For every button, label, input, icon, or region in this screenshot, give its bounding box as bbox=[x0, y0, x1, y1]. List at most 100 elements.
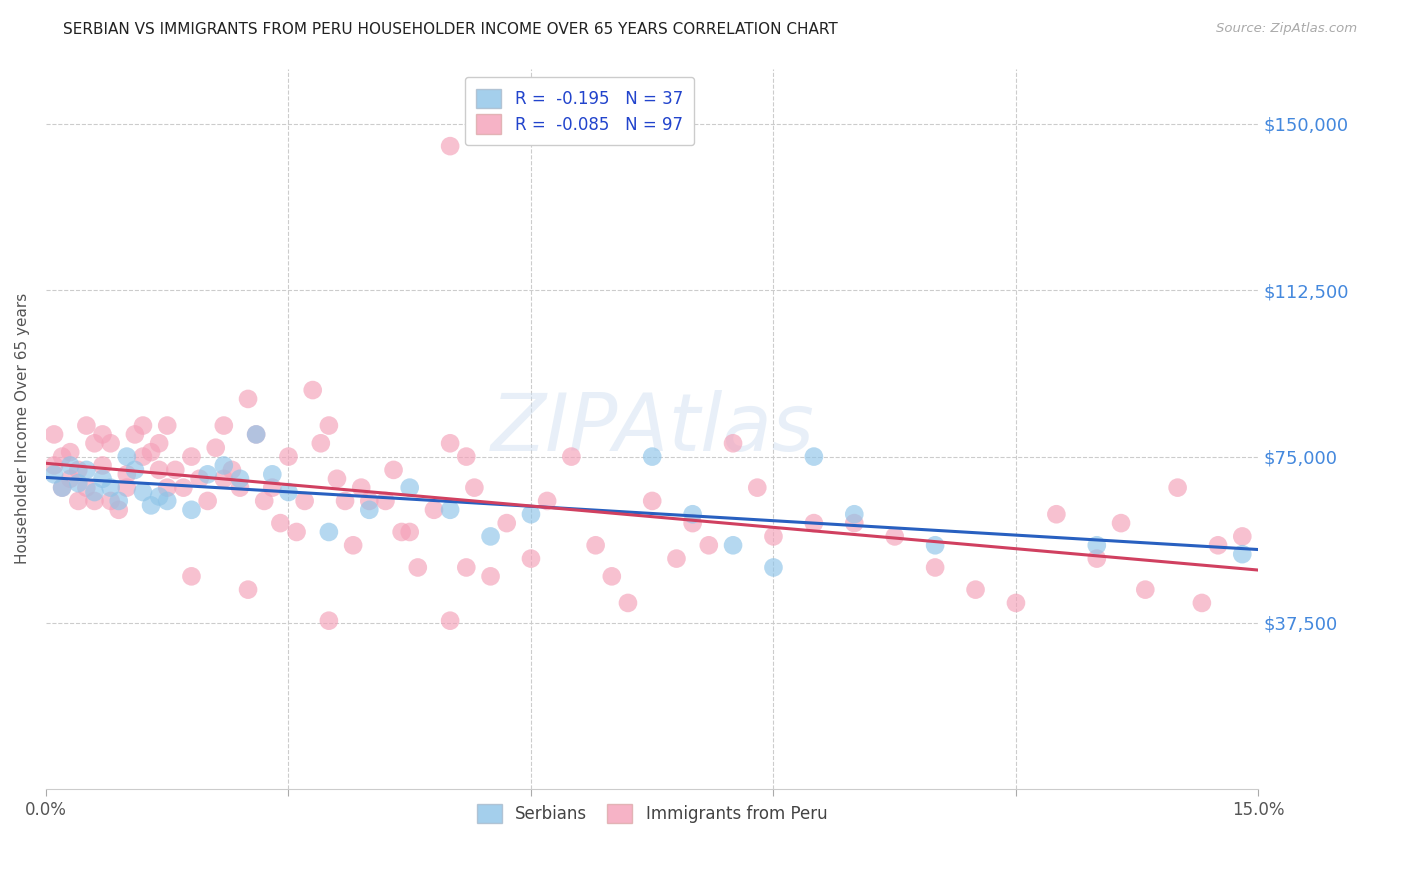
Point bbox=[107, 503, 129, 517]
Point bbox=[318, 614, 340, 628]
Point bbox=[398, 524, 420, 539]
Point bbox=[245, 427, 267, 442]
Point bbox=[188, 472, 211, 486]
Point bbox=[212, 458, 235, 473]
Point bbox=[495, 516, 517, 530]
Point bbox=[236, 392, 259, 406]
Point bbox=[132, 485, 155, 500]
Point bbox=[51, 481, 73, 495]
Point bbox=[1005, 596, 1028, 610]
Point bbox=[762, 529, 785, 543]
Point bbox=[359, 494, 381, 508]
Point bbox=[132, 418, 155, 433]
Point bbox=[51, 481, 73, 495]
Point bbox=[439, 139, 461, 153]
Point bbox=[560, 450, 582, 464]
Point bbox=[803, 450, 825, 464]
Point bbox=[1135, 582, 1157, 597]
Point bbox=[479, 529, 502, 543]
Legend: Serbians, Immigrants from Peru: Serbians, Immigrants from Peru bbox=[465, 792, 839, 835]
Point bbox=[229, 481, 252, 495]
Point bbox=[285, 524, 308, 539]
Point bbox=[479, 569, 502, 583]
Point bbox=[67, 476, 90, 491]
Point bbox=[75, 463, 97, 477]
Point bbox=[51, 450, 73, 464]
Point bbox=[536, 494, 558, 508]
Point bbox=[697, 538, 720, 552]
Point bbox=[1206, 538, 1229, 552]
Text: ZIPAtlas: ZIPAtlas bbox=[491, 390, 814, 468]
Point bbox=[197, 494, 219, 508]
Point bbox=[682, 508, 704, 522]
Text: Source: ZipAtlas.com: Source: ZipAtlas.com bbox=[1216, 22, 1357, 36]
Point bbox=[124, 427, 146, 442]
Point bbox=[107, 494, 129, 508]
Point bbox=[115, 467, 138, 482]
Point bbox=[382, 463, 405, 477]
Point bbox=[1109, 516, 1132, 530]
Point bbox=[439, 614, 461, 628]
Point bbox=[1167, 481, 1189, 495]
Point bbox=[229, 472, 252, 486]
Point bbox=[269, 516, 291, 530]
Point bbox=[318, 524, 340, 539]
Point bbox=[253, 494, 276, 508]
Point bbox=[148, 463, 170, 477]
Point bbox=[156, 481, 179, 495]
Point bbox=[197, 467, 219, 482]
Point bbox=[924, 538, 946, 552]
Point bbox=[359, 503, 381, 517]
Point bbox=[148, 436, 170, 450]
Point bbox=[391, 524, 413, 539]
Point bbox=[803, 516, 825, 530]
Point bbox=[42, 427, 65, 442]
Point bbox=[132, 450, 155, 464]
Point bbox=[665, 551, 688, 566]
Point bbox=[245, 427, 267, 442]
Point bbox=[844, 508, 866, 522]
Point bbox=[212, 472, 235, 486]
Point bbox=[342, 538, 364, 552]
Point bbox=[1232, 547, 1254, 561]
Point bbox=[91, 427, 114, 442]
Point bbox=[1232, 529, 1254, 543]
Point bbox=[204, 441, 226, 455]
Point bbox=[42, 467, 65, 482]
Point bbox=[423, 503, 446, 517]
Point bbox=[262, 481, 284, 495]
Point bbox=[180, 450, 202, 464]
Point bbox=[75, 418, 97, 433]
Point bbox=[100, 436, 122, 450]
Point bbox=[844, 516, 866, 530]
Point bbox=[456, 560, 478, 574]
Point bbox=[221, 463, 243, 477]
Point bbox=[326, 472, 349, 486]
Point bbox=[59, 472, 82, 486]
Point bbox=[75, 481, 97, 495]
Point bbox=[309, 436, 332, 450]
Point bbox=[262, 467, 284, 482]
Point bbox=[456, 450, 478, 464]
Point bbox=[439, 503, 461, 517]
Text: SERBIAN VS IMMIGRANTS FROM PERU HOUSEHOLDER INCOME OVER 65 YEARS CORRELATION CHA: SERBIAN VS IMMIGRANTS FROM PERU HOUSEHOL… bbox=[63, 22, 838, 37]
Point bbox=[617, 596, 640, 610]
Point bbox=[1191, 596, 1213, 610]
Point bbox=[350, 481, 373, 495]
Point bbox=[139, 445, 162, 459]
Point bbox=[156, 494, 179, 508]
Point bbox=[83, 436, 105, 450]
Point bbox=[520, 551, 543, 566]
Point bbox=[100, 481, 122, 495]
Point bbox=[91, 458, 114, 473]
Point bbox=[277, 450, 299, 464]
Point bbox=[439, 436, 461, 450]
Point bbox=[83, 494, 105, 508]
Point bbox=[641, 450, 664, 464]
Point bbox=[747, 481, 769, 495]
Point bbox=[180, 503, 202, 517]
Point bbox=[165, 463, 187, 477]
Point bbox=[148, 490, 170, 504]
Point bbox=[42, 458, 65, 473]
Point bbox=[333, 494, 356, 508]
